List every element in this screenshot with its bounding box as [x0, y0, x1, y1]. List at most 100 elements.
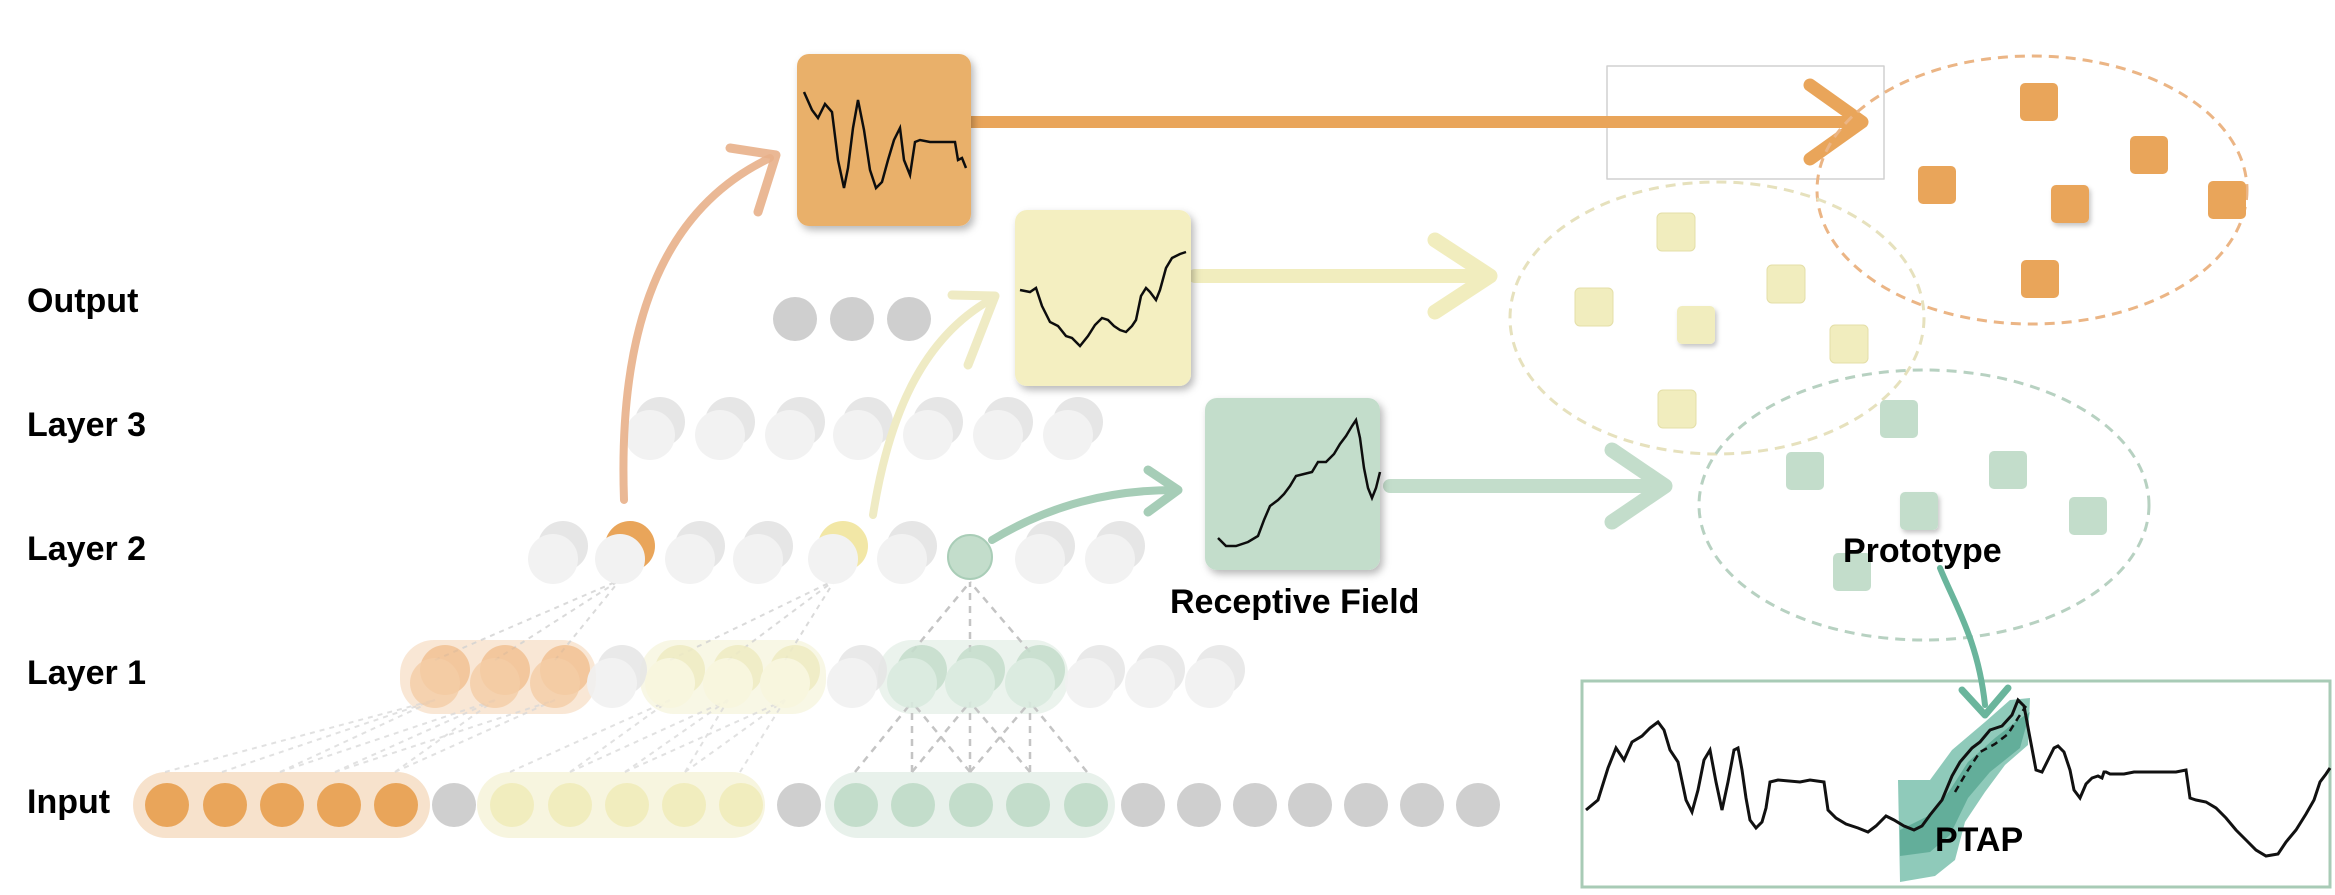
input-node [777, 783, 821, 827]
prototype-square [1786, 452, 1824, 490]
layer1-node [703, 645, 763, 708]
prototype-label: Prototype [1843, 532, 2002, 570]
layer2-node [1085, 521, 1145, 584]
receptive-field-box-orange [797, 54, 971, 226]
prototype-square [2069, 497, 2107, 535]
layer3-node [625, 397, 685, 460]
prototype-clusters [1508, 54, 2249, 642]
prototype-square [1989, 451, 2027, 489]
layer1-node [587, 645, 647, 708]
layer3-node [765, 397, 825, 460]
orange-curved-arrow [619, 154, 774, 504]
label-layer1: Layer 1 [27, 654, 146, 692]
receptive-field-label: Receptive Field [1170, 583, 1419, 621]
layer2-node-yellow [808, 521, 868, 584]
prototype-square [2208, 181, 2246, 219]
layer2-node [733, 521, 793, 584]
green-receptive-connections [854, 581, 1088, 773]
input-node [490, 783, 534, 827]
output-nodes [773, 297, 931, 341]
prototype-square [2020, 83, 2058, 121]
layer1-node [760, 645, 820, 708]
layer3-nodes [625, 397, 1103, 460]
layer1-node [945, 645, 1005, 708]
input-node [719, 783, 763, 827]
layer3-node [695, 397, 755, 460]
yellow-prototypes [1574, 212, 1869, 429]
input-node [317, 783, 361, 827]
layer2-node [665, 521, 725, 584]
input-node [374, 783, 418, 827]
prototype-square [2021, 260, 2059, 298]
receptive-field-box-green [1205, 398, 1382, 570]
input-to-layer1-connections [164, 699, 786, 773]
prototype-square [1900, 492, 1938, 530]
layer3-node [833, 397, 893, 460]
layer1-node [1065, 645, 1125, 708]
input-node [203, 783, 247, 827]
layer2-node [528, 521, 588, 584]
ptap-series-line [1585, 697, 2332, 858]
input-node [260, 783, 304, 827]
output-node [773, 297, 817, 341]
ptap-dashed-line [1953, 705, 2028, 793]
ptap-label: PTAP [1935, 821, 2023, 859]
layer1-node [1185, 645, 1245, 708]
prototype-square [1766, 264, 1806, 304]
input-node [1006, 783, 1050, 827]
green-cluster-ellipse [1697, 368, 2151, 642]
input-node [891, 783, 935, 827]
yellow-curved-arrow [869, 296, 994, 519]
yellow-cluster-ellipse [1508, 180, 1926, 456]
input-node [1233, 783, 1277, 827]
prototype-square [1677, 306, 1715, 344]
prototype-square [1656, 212, 1696, 252]
prototype-square [1657, 389, 1697, 429]
layer1-node [1125, 645, 1185, 708]
layer1-node [530, 645, 590, 708]
layer1-node [470, 645, 530, 708]
input-node [1288, 783, 1332, 827]
layer1-node [645, 645, 705, 708]
layer-labels: Output Layer 3 Layer 2 Layer 1 Input [27, 282, 146, 821]
layer2-node [877, 521, 937, 584]
prototype-square [1918, 166, 1956, 204]
layer3-node [903, 397, 963, 460]
prototype-square [1833, 553, 1871, 591]
layer1-nodes [410, 645, 1245, 708]
prototype-square [1829, 324, 1869, 364]
green-curved-arrow [988, 486, 1179, 544]
green-series-line [1217, 416, 1382, 548]
input-node [1121, 783, 1165, 827]
layer2-node-orange [595, 521, 655, 584]
input-node [1344, 783, 1388, 827]
label-layer2: Layer 2 [27, 530, 146, 568]
layer1-node [1005, 645, 1065, 708]
label-layer3: Layer 3 [27, 406, 146, 444]
output-node [830, 297, 874, 341]
prototype-square [2130, 136, 2168, 174]
output-node [887, 297, 931, 341]
green-prototypes [1786, 400, 2107, 591]
layer2-nodes [528, 521, 1145, 584]
ptap-band-inner [1900, 712, 2030, 856]
layer1-node [827, 645, 887, 708]
layer2-node [1015, 521, 1075, 584]
layer1-node [410, 645, 470, 708]
green-arrowhead [1143, 465, 1183, 517]
label-output: Output [27, 282, 138, 320]
input-node [145, 783, 189, 827]
layer3-node [973, 397, 1033, 460]
green-straight-arrowhead [1604, 442, 1673, 530]
input-node [1177, 783, 1221, 827]
input-node [1400, 783, 1444, 827]
prototype-square [1880, 400, 1918, 438]
yellow-arrowhead [947, 290, 1000, 370]
orange-arrowhead [725, 143, 781, 217]
yellow-series-line [1019, 250, 1187, 348]
input-nodes [145, 783, 1500, 827]
input-node [605, 783, 649, 827]
orange-prototypes [1918, 83, 2246, 298]
input-node [1456, 783, 1500, 827]
